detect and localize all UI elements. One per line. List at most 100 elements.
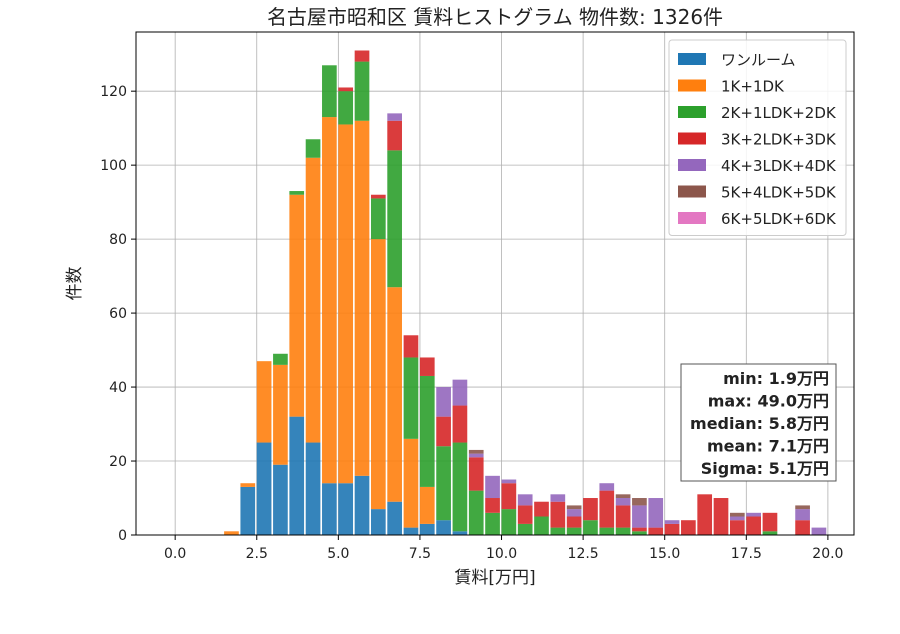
bar-segment-series-1 — [224, 531, 239, 535]
stats-line: Sigma: 5.1万円 — [701, 459, 829, 478]
bar-segment-series-3 — [713, 498, 729, 535]
bar-segment-series-2 — [632, 531, 647, 535]
bar-segment-series-4 — [664, 520, 680, 524]
grid — [136, 32, 854, 536]
bar-segment-series-2 — [615, 527, 631, 535]
y-tick-label: 20 — [109, 454, 127, 470]
legend-label: 6K+5LDK+6DK — [721, 210, 837, 228]
bar-segment-series-2 — [517, 523, 533, 535]
bar-segment-series-3 — [534, 501, 549, 517]
y-tick-label: 0 — [118, 528, 127, 544]
bar-segment-series-1 — [370, 239, 386, 510]
bar-segment-series-2 — [322, 65, 337, 118]
legend-label: 2K+1LDK+2DK — [721, 104, 837, 122]
x-tick-label: 2.5 — [246, 546, 268, 562]
bar-segment-series-3 — [354, 50, 370, 62]
bar-segment-series-0 — [289, 416, 305, 535]
bar-segment-series-5 — [632, 498, 647, 506]
bar-segment-series-4 — [648, 498, 664, 528]
bar-segment-series-4 — [811, 527, 827, 535]
bar-segment-series-1 — [338, 124, 354, 484]
legend: ワンルーム 1K+1DK 2K+1LDK+2DK 3K+2LDK+3DK 4K+3LDK… — [668, 39, 847, 236]
bar-segment-series-3 — [762, 512, 778, 532]
bar-segment-series-2 — [599, 527, 615, 535]
y-tick-label: 100 — [100, 158, 127, 174]
bar-segment-series-2 — [305, 139, 321, 158]
bar-segment-series-2 — [354, 61, 370, 121]
bar-segment-series-1 — [273, 364, 288, 465]
bar-segment-series-2 — [436, 446, 451, 521]
bar-segment-series-1 — [354, 120, 370, 476]
legend-label: 3K+2LDK+3DK — [721, 131, 837, 149]
bar-segment-series-3 — [517, 505, 533, 524]
bar-segment-series-3 — [419, 357, 435, 376]
bar-segment-series-3 — [468, 457, 484, 491]
bar-segment-series-3 — [729, 520, 745, 535]
bar-segment-series-4 — [729, 516, 745, 521]
bar-segment-series-3 — [583, 498, 598, 521]
legend-swatch — [678, 159, 706, 171]
bar-segment-series-3 — [697, 494, 713, 535]
bar-segment-series-3 — [566, 516, 582, 528]
y-tick-label: 120 — [100, 84, 127, 100]
bar-segment-series-2 — [583, 520, 598, 535]
x-tick-label: 15.0 — [649, 546, 680, 562]
bar-segment-series-4 — [746, 512, 761, 517]
bar-segment-series-4 — [387, 113, 402, 121]
bar-segment-series-0 — [370, 509, 386, 535]
bar-segment-series-0 — [240, 486, 256, 535]
bar-segment-series-2 — [338, 91, 354, 125]
bar-segment-series-1 — [256, 361, 272, 443]
x-tick-label: 12.5 — [568, 546, 599, 562]
bar-segment-series-2 — [370, 198, 386, 240]
bar-segment-series-4 — [517, 494, 533, 506]
bar-segment-series-1 — [403, 438, 419, 528]
stats-line: mean: 7.1万円 — [707, 437, 829, 456]
bar-segment-series-4 — [452, 379, 468, 406]
bar-segment-series-2 — [534, 516, 549, 535]
bar-segment-series-4 — [485, 475, 500, 499]
bar-segment-series-2 — [501, 509, 517, 535]
bar-segment-series-4 — [501, 479, 517, 484]
y-axis-title: 件数 — [65, 267, 85, 301]
legend-swatch — [678, 185, 706, 198]
stats-box: min: 1.9万円 max: 49.0万円 median: 5.8万円 mean: … — [680, 363, 837, 482]
x-tick-label: 20.0 — [812, 546, 843, 562]
bar-segment-series-5 — [566, 505, 582, 510]
stats-frame — [680, 363, 837, 482]
legend-label: 4K+3LDK+4DK — [721, 157, 837, 175]
bar-segment-series-0 — [305, 442, 321, 535]
y-tick-label: 60 — [109, 306, 127, 322]
bar-segment-series-0 — [273, 464, 288, 535]
bar-segment-series-3 — [632, 527, 647, 532]
x-tick-label: 10.0 — [486, 546, 517, 562]
bar-segment-series-3 — [338, 87, 354, 92]
bar-segment-series-4 — [795, 509, 810, 521]
axis-ticks: 0.0 2.5 5.0 7.5 10.0 12.5 15.0 17.5 20.0 0 20 40 60 8… — [100, 84, 843, 562]
bar-segment-series-3 — [485, 498, 500, 513]
bar-segment-series-3 — [403, 335, 419, 358]
bar-segment-series-3 — [370, 194, 386, 199]
bar-segment-series-5 — [795, 505, 810, 510]
bar-segment-series-1 — [240, 483, 256, 487]
stats-line: median: 5.8万円 — [690, 414, 829, 433]
bars — [224, 50, 827, 535]
bar-segment-series-1 — [419, 486, 435, 524]
bar-segment-series-3 — [664, 523, 680, 535]
x-tick-label: 17.5 — [731, 546, 762, 562]
bar-segment-series-2 — [419, 375, 435, 487]
bar-segment-series-4 — [550, 494, 566, 502]
chart-title: 名古屋市昭和区 賃料ヒストグラム 物件数: 1326件 — [267, 5, 723, 29]
bar-segment-series-0 — [452, 531, 468, 535]
x-axis-title: 賃料[万円] — [454, 568, 535, 588]
bar-segment-series-0 — [387, 501, 402, 535]
y-tick-label: 80 — [109, 232, 127, 248]
bar-segment-series-4 — [468, 453, 484, 458]
bar-segment-series-1 — [322, 117, 337, 484]
bar-segment-series-1 — [387, 287, 402, 502]
bar-segment-series-4 — [632, 505, 647, 528]
bar-segment-series-2 — [550, 527, 566, 535]
bar-segment-series-3 — [452, 405, 468, 443]
